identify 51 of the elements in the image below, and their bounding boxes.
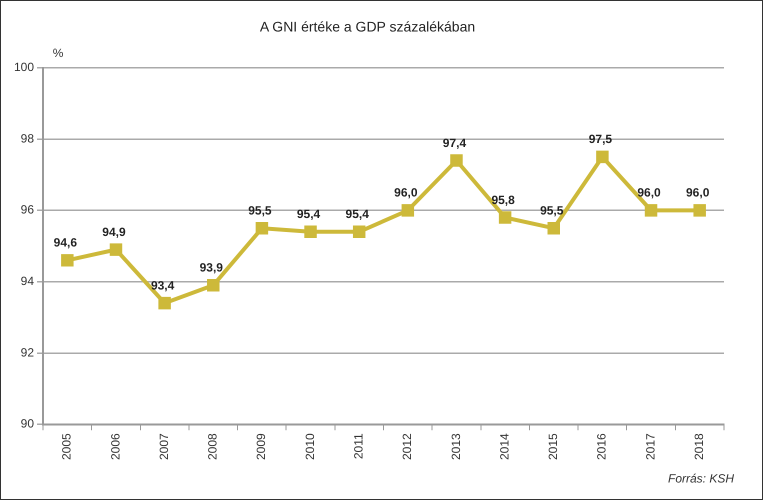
y-axis-title: % <box>52 46 64 60</box>
point <box>158 296 171 310</box>
point <box>644 204 658 217</box>
point <box>352 226 366 238</box>
point <box>450 154 463 167</box>
x-tick-label: 2017 <box>643 432 658 460</box>
x-tick-label: 2009 <box>254 432 268 460</box>
data-label: 94,6 <box>54 236 78 250</box>
data-label: 96,0 <box>686 186 710 200</box>
x-tick-label: 2018 <box>692 432 706 460</box>
data-label: 95,5 <box>248 204 272 218</box>
x-tick-label: 2010 <box>302 432 317 460</box>
data-label: 95,5 <box>540 204 564 218</box>
data-label: 93,9 <box>200 260 224 275</box>
chart-title: A GNI értéke a GDP százalékában <box>260 18 476 34</box>
y-tick-label: 92 <box>20 345 34 360</box>
point <box>110 243 122 256</box>
y-tick-label: 98 <box>20 131 34 146</box>
point <box>548 222 560 234</box>
x-tick-label: 2014 <box>497 432 512 460</box>
point <box>256 222 268 234</box>
x-tick-label: 2006 <box>108 432 122 460</box>
x-tick-label: 2012 <box>400 432 414 460</box>
point <box>61 254 74 267</box>
y-tick-label: 90 <box>20 416 34 431</box>
y-tick-label: 94 <box>20 274 34 288</box>
point <box>693 204 706 217</box>
data-label: 95,4 <box>346 207 370 222</box>
y-tick-label: 96 <box>20 202 34 217</box>
data-label: 97,4 <box>442 136 466 150</box>
x-tick-label: 2013 <box>448 432 463 460</box>
y-tick-label: 100 <box>14 60 34 74</box>
point <box>304 226 317 238</box>
data-label: 97,5 <box>588 132 612 146</box>
data-label: 93,4 <box>150 278 175 292</box>
x-tick-label: 2005 <box>60 432 74 460</box>
data-label: 96,0 <box>637 186 662 200</box>
data-label: 95,8 <box>491 192 516 207</box>
point <box>402 204 414 217</box>
point <box>596 150 609 164</box>
text: Forrás: KSH <box>668 471 734 486</box>
data-label: 95,4 <box>296 207 321 222</box>
x-tick-label: 2007 <box>156 432 171 460</box>
data-label: 96,0 <box>394 186 418 200</box>
x-tick-label: 2016 <box>594 432 609 460</box>
point <box>207 279 220 292</box>
x-tick-label: 2015 <box>546 432 560 460</box>
x-tick-label: 2011 <box>352 432 366 460</box>
x-tick-label: 2008 <box>206 432 220 460</box>
data-label: 94,9 <box>102 224 126 239</box>
point <box>498 211 512 224</box>
